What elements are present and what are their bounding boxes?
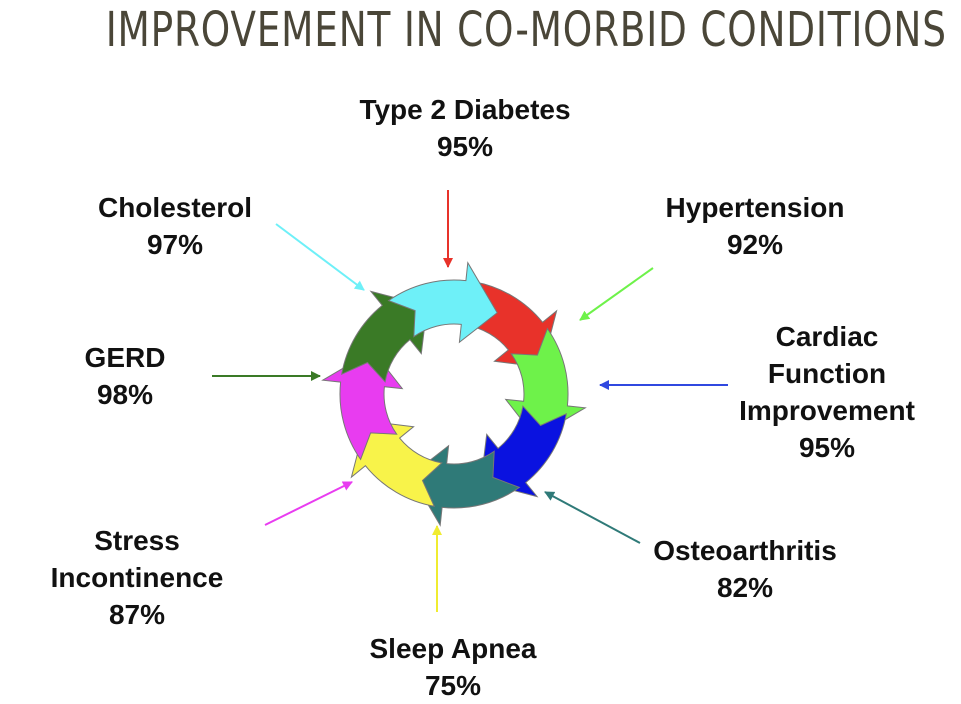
pointer-arrow-osteoarthritis: [544, 491, 641, 544]
ring-segment-cholesterol: [387, 261, 498, 344]
page-title: IMPROVEMENT IN CO-MORBID CONDITIONS: [105, 2, 947, 58]
label-cholesterol: Cholesterol 97%: [97, 192, 253, 260]
cycle-ring: [321, 261, 587, 527]
label-cardiac-function-improvement: Cardiac Function Improvement 95%: [739, 321, 915, 463]
pointer-arrow-hypertension: [579, 267, 654, 321]
label-stress-incontinence: Stress Incontinence 87%: [50, 525, 224, 630]
pointer-arrow-cholesterol: [275, 223, 365, 291]
label-sleep-apnea: Sleep Apnea 75%: [369, 633, 537, 701]
label-type-2-diabetes: Type 2 Diabetes 95%: [359, 94, 571, 162]
label-osteoarthritis: Osteoarthritis 82%: [653, 535, 837, 603]
label-hypertension: Hypertension 92%: [665, 192, 845, 260]
label-gerd: GERD 98%: [84, 342, 166, 410]
pointer-arrow-stress-incontinence: [264, 481, 353, 526]
